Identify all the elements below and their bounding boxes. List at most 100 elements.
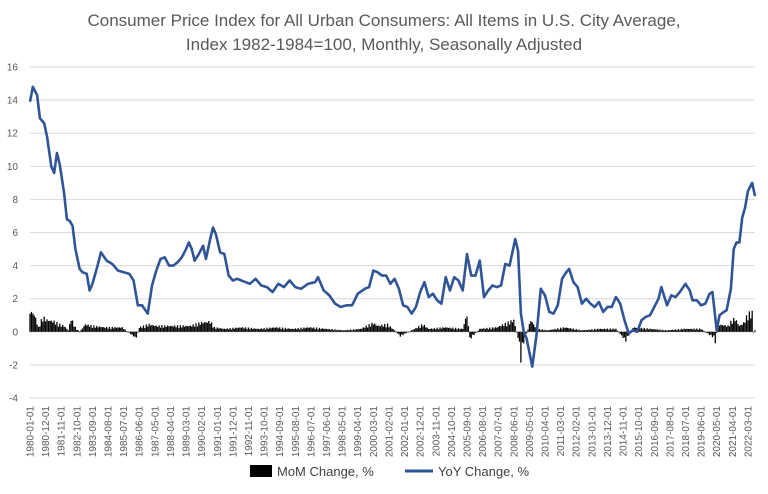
x-tick-label: 1984-08-01 [104,406,115,458]
mom-bar [60,326,62,332]
mom-bar [33,315,35,332]
mom-bar [252,328,254,332]
mom-bar [686,328,688,332]
mom-bar [232,327,234,332]
mom-bar [357,329,359,332]
mom-bar [420,324,423,332]
mom-bar [642,329,644,332]
mom-bar [710,331,712,335]
mom-bar [737,324,739,332]
mom-bar [134,331,136,337]
mom-bar [73,326,75,332]
mom-bar [36,324,38,332]
mom-bar [273,327,275,332]
mom-bar [243,328,245,332]
mom-bar [242,327,244,332]
mom-bar [43,316,45,332]
mom-bar [208,320,210,332]
mom-bar [541,329,543,332]
mom-bar [490,329,492,332]
mom-bar [42,321,44,332]
mom-bar [201,322,203,332]
mom-bar [405,331,407,334]
mom-bar [128,331,130,333]
mom-bar [426,327,428,332]
mom-bar [489,327,491,332]
mom-bar [114,327,116,332]
x-tick-label: 2017-08-01 [665,406,676,458]
mom-bar [186,326,189,332]
mom-bar [40,319,42,332]
mom-bar [70,320,72,332]
mom-bar [219,328,221,332]
mom-bar [506,326,508,332]
mom-bar [520,331,522,363]
mom-bar [611,329,613,332]
mom-bar [613,329,616,332]
mom-bar [77,330,79,332]
mom-bar [713,331,715,336]
mom-bar [676,330,678,332]
mom-bar [64,327,67,332]
mom-bar [747,320,749,332]
mom-bar [306,327,308,332]
mom-bar [486,327,488,332]
mom-bar [307,327,309,332]
mom-bar [145,324,147,332]
mom-bar [423,324,426,332]
mom-bar [579,330,582,332]
mom-bar [158,325,160,332]
mom-bar [215,328,217,332]
mom-bar [210,322,213,332]
mom-bar [132,331,135,337]
mom-bar [165,327,167,332]
mom-bar [372,324,374,332]
mom-bar [142,325,145,332]
mom-bar [237,327,240,332]
mom-bar [450,328,453,332]
mom-bar [358,328,360,332]
mom-bar [283,329,285,332]
mom-bar [388,327,390,332]
mom-bar [443,327,445,332]
mom-bar [518,331,521,342]
mom-bar [578,329,580,332]
mom-bar [325,328,328,332]
mom-bar [271,327,274,332]
mom-bar [206,322,208,332]
mom-bar [230,329,233,332]
mom-bar [225,329,227,332]
mom-bar [714,331,716,344]
mom-bar [123,329,125,332]
mom-bar [61,324,64,332]
mom-bar [351,330,353,332]
mom-bar [212,327,214,332]
mom-bar [168,326,170,332]
mom-bar [725,326,728,332]
mom-bar [192,324,194,332]
y-tick-label: 16 [7,63,19,74]
mom-bar [277,328,279,332]
mom-bar [723,325,725,332]
mom-bar [599,328,601,332]
mom-bar [385,327,387,332]
mom-bar [182,325,184,332]
mom-bar [484,329,487,332]
mom-bar [454,327,457,332]
chart-title-line-2: Index 1982-1984=100, Monthly, Seasonally… [185,35,583,54]
mom-bar [550,329,552,332]
mom-bar [117,327,119,332]
y-tick-label: 6 [12,228,18,239]
mom-bar [270,328,272,332]
mom-bar [137,331,139,333]
mom-bar [223,328,226,332]
mom-bar [616,330,619,332]
mom-bar [704,331,706,333]
grid-lines [30,66,755,399]
x-tick-label: 2009-05-01 [525,406,536,458]
mom-bar [381,324,383,332]
mom-bar [619,331,621,335]
mom-bar [682,329,684,332]
mom-bar [511,322,514,332]
mom-bar [670,330,672,332]
